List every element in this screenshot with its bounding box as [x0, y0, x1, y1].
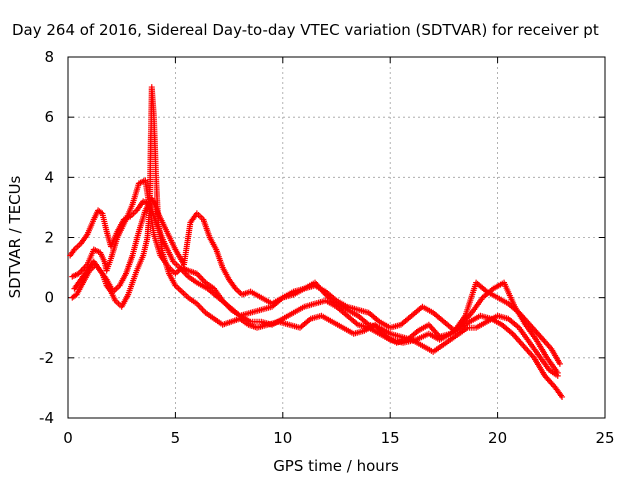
x-tick-label: 15: [381, 429, 400, 447]
x-tick-label: 5: [171, 429, 181, 447]
axis-ticks: [67, 56, 606, 419]
x-tick-labels: 0 5 10 15 20 25: [63, 429, 614, 447]
data-point: [554, 369, 561, 376]
x-tick-label: 25: [595, 429, 614, 447]
y-tick-label: 2: [44, 229, 54, 247]
y-tick-label: -2: [39, 349, 54, 367]
data-point: [556, 360, 563, 367]
y-tick-labels: -4 -2 0 2 4 6 8: [39, 48, 54, 427]
x-tick-label: 10: [273, 429, 292, 447]
y-tick-label: 0: [44, 289, 54, 307]
y-tick-label: 6: [44, 108, 54, 126]
chart-title: Day 264 of 2016, Sidereal Day-to-day VTE…: [12, 21, 599, 39]
grid-lines: [68, 57, 605, 418]
y-tick-label: 8: [44, 48, 54, 66]
x-tick-label: 20: [488, 429, 507, 447]
y-tick-label: 4: [44, 168, 54, 186]
x-axis-label: GPS time / hours: [273, 457, 399, 475]
y-axis-label: SDTVAR / TECUs: [6, 175, 24, 298]
y-tick-label: -4: [39, 409, 54, 427]
data-points: [67, 84, 566, 400]
data-point: [559, 393, 566, 400]
x-tick-label: 0: [63, 429, 73, 447]
